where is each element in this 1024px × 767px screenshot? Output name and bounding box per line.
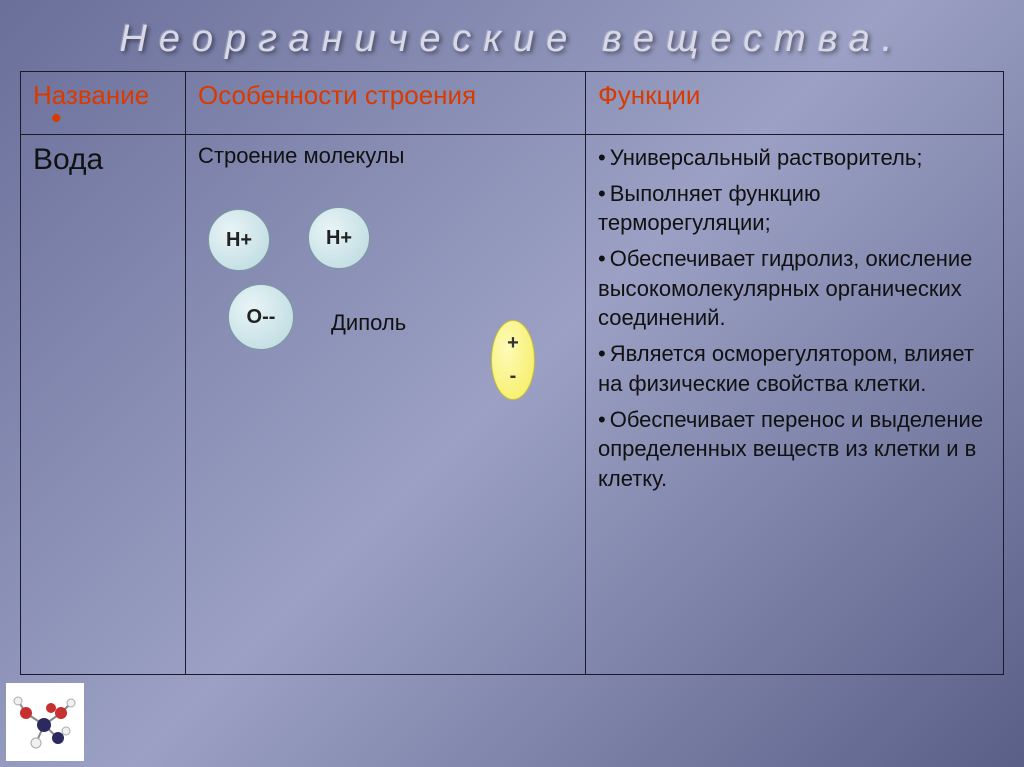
- structure-label: Строение молекулы: [198, 143, 573, 169]
- cell-name: Вода: [21, 135, 186, 675]
- table-header-row: Название • Особенности строения Функции: [21, 72, 1004, 135]
- functions-list: Универсальный растворитель; Выполняет фу…: [598, 143, 991, 494]
- page-title: Неорганические вещества.: [0, 0, 1024, 71]
- atom-h1: H+: [208, 209, 270, 271]
- corner-molecule-icon: [6, 683, 84, 761]
- header-name: Название •: [21, 72, 186, 135]
- dipole-minus: -: [510, 365, 517, 388]
- atom-o: O--: [228, 284, 294, 350]
- substances-table: Название • Особенности строения Функции …: [20, 71, 1004, 675]
- cell-structure: Строение молекулы H+ H+ O-- Диполь + -: [186, 135, 586, 675]
- list-item: Универсальный растворитель;: [598, 143, 991, 173]
- atom-h2: H+: [308, 207, 370, 269]
- list-item: Является осморегулятором, влияет на физи…: [598, 339, 991, 398]
- dipole-plus: +: [507, 332, 519, 355]
- cell-functions: Универсальный растворитель; Выполняет фу…: [586, 135, 1004, 675]
- header-functions: Функции: [586, 72, 1004, 135]
- dipole-ellipse: + -: [491, 320, 535, 400]
- header-bullet: •: [33, 111, 173, 126]
- list-item: Выполняет функцию терморегуляции;: [598, 179, 991, 238]
- header-structure: Особенности строения: [186, 72, 586, 135]
- list-item: Обеспечивает гидролиз, окисление высоком…: [598, 244, 991, 333]
- dipole-label: Диполь: [331, 310, 406, 336]
- list-item: Обеспечивает перенос и выделение определ…: [598, 405, 991, 494]
- table-row: Вода Строение молекулы H+ H+ O-- Диполь …: [21, 135, 1004, 675]
